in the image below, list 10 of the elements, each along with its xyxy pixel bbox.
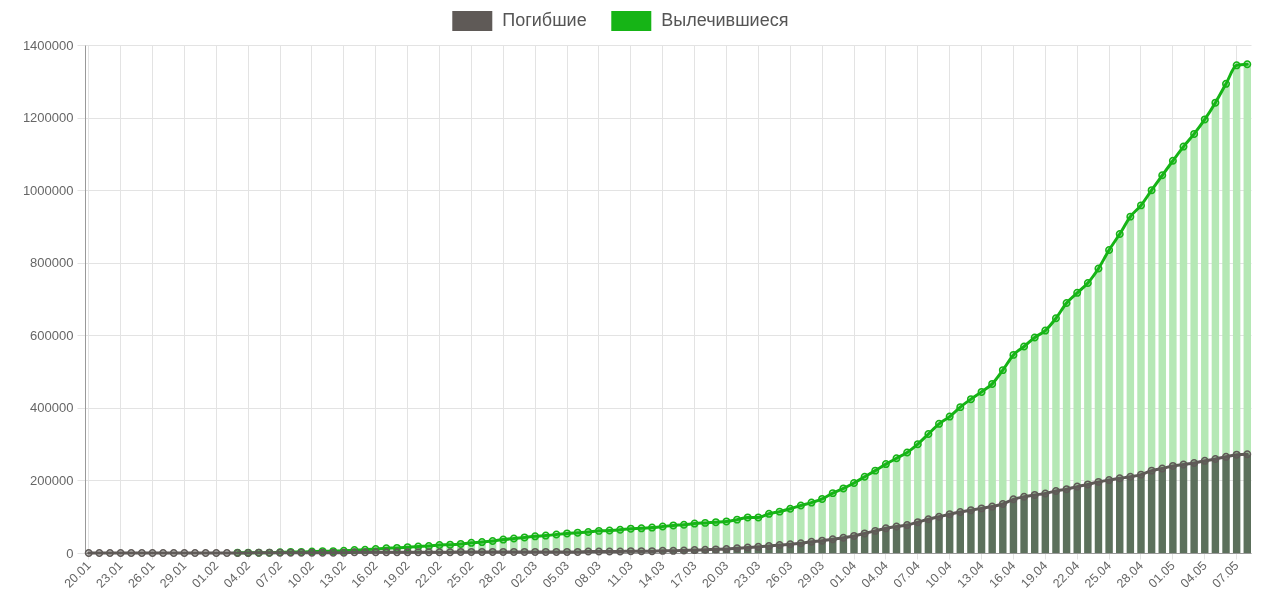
legend-label: Вылечившиеся (661, 10, 789, 30)
y-tick-label: 600000 (30, 327, 74, 343)
y-tick-label: 200000 (30, 472, 74, 488)
y-tick-label: 1400000 (22, 37, 74, 53)
y-tick-label: 0 (66, 545, 74, 561)
y-tick-label: 1000000 (22, 182, 74, 198)
y-tick-label: 1200000 (22, 110, 74, 126)
legend-label: Погибшие (502, 10, 587, 30)
y-tick-label: 800000 (30, 255, 74, 271)
y-tick-label: 400000 (30, 400, 74, 416)
